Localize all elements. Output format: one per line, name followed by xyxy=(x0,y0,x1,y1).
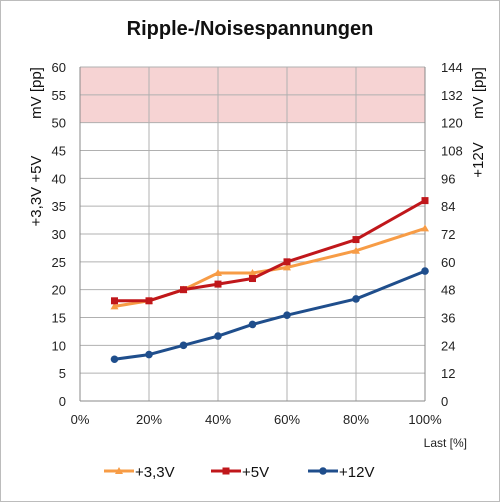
y-tick-right: 132 xyxy=(441,88,463,103)
series-layer xyxy=(110,197,429,364)
y-tick-right: 48 xyxy=(441,283,455,298)
data-point xyxy=(421,267,429,275)
y-axis-right-label: +12V xyxy=(470,142,487,177)
y-tick-left: 55 xyxy=(52,88,66,103)
y-tick-right: 84 xyxy=(441,199,455,214)
series-line xyxy=(114,269,426,361)
axes-layer xyxy=(79,67,426,402)
y-tick-right: 120 xyxy=(441,116,463,131)
y-tick-left: 20 xyxy=(52,283,66,298)
data-point xyxy=(214,268,222,276)
data-point xyxy=(110,302,119,310)
x-axis-label: Last [%] xyxy=(424,436,467,450)
data-point xyxy=(283,258,291,266)
x-tick: 100% xyxy=(408,412,442,427)
series-line xyxy=(114,227,426,308)
y-tick-right: 108 xyxy=(441,144,463,159)
data-point xyxy=(145,350,153,359)
y-axis-right-unit: mV [pp] xyxy=(470,67,487,119)
x-tick: 60% xyxy=(274,412,300,427)
y-tick-left: 10 xyxy=(52,338,66,353)
legend-marker xyxy=(115,467,123,474)
legend-marker xyxy=(319,467,327,475)
data-point xyxy=(352,246,360,254)
y-tick-left: 35 xyxy=(52,199,66,214)
x-tick: 0% xyxy=(71,412,90,427)
y-tick-right: 72 xyxy=(441,227,455,242)
data-point xyxy=(111,297,118,305)
data-point xyxy=(421,197,429,205)
data-point xyxy=(283,311,291,319)
data-point xyxy=(248,268,257,276)
y-tick-right: 24 xyxy=(441,338,455,353)
data-point xyxy=(248,320,257,329)
y-tick-left: 15 xyxy=(52,311,66,326)
ticks-layer: 0 0 5 12 10 24 15 36 20 48 25 60 30 72 35 84 40 96 45 108 50… xyxy=(52,60,463,427)
data-point xyxy=(214,332,222,340)
series-2 xyxy=(110,267,429,364)
y-tick-right: 60 xyxy=(441,255,455,270)
y-tick-right: 0 xyxy=(441,394,448,409)
y-tick-right: 12 xyxy=(441,366,455,381)
y-tick-right: 36 xyxy=(441,311,455,326)
series-line xyxy=(114,199,426,303)
legend-item-0: +3,3V xyxy=(104,464,175,481)
y-tick-left: 5 xyxy=(59,366,66,381)
data-point xyxy=(214,280,222,288)
y-tick-right: 96 xyxy=(441,171,455,186)
data-point xyxy=(249,275,256,283)
legend-item-1: +5V xyxy=(211,464,269,481)
data-point xyxy=(179,341,188,350)
x-tick: 80% xyxy=(343,412,369,427)
data-point xyxy=(352,295,360,303)
y-tick-left: 45 xyxy=(52,144,66,159)
data-point xyxy=(352,236,360,244)
chart-title: Ripple-/Noisespannungen xyxy=(127,18,374,40)
x-tick: 40% xyxy=(205,412,231,427)
y-tick-right: 144 xyxy=(441,60,463,75)
y-tick-left: 30 xyxy=(52,227,66,242)
legend-item-2: +12V xyxy=(308,464,374,481)
data-point xyxy=(145,297,153,305)
data-point xyxy=(421,224,429,232)
y-axis-left-unit: mV [pp] xyxy=(28,67,45,119)
x-tick: 20% xyxy=(136,412,162,427)
legend-marker xyxy=(222,467,230,475)
y-tick-left: 60 xyxy=(52,60,66,75)
legend-label: +3,3V xyxy=(135,464,175,481)
y-tick-left: 0 xyxy=(59,394,66,409)
legend-label: +12V xyxy=(339,464,374,481)
series-1 xyxy=(111,197,429,305)
data-point xyxy=(110,355,119,364)
y-axis-left-label: +3,3V +5V xyxy=(28,156,45,227)
legend-layer: +3,3V +5V +12V xyxy=(104,464,374,481)
legend-label: +5V xyxy=(242,464,269,481)
y-tick-left: 50 xyxy=(52,116,66,131)
data-point xyxy=(283,263,291,271)
data-point xyxy=(180,286,187,294)
y-tick-left: 40 xyxy=(52,171,66,186)
y-tick-left: 25 xyxy=(52,255,66,270)
